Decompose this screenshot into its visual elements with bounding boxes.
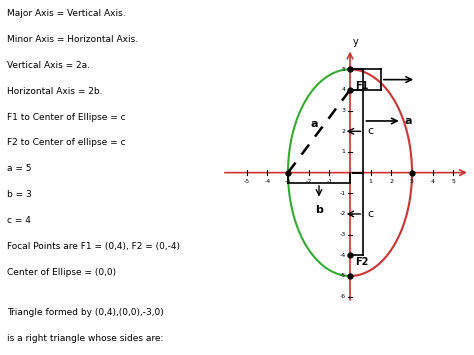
Text: F2 to Center of ellipse = c: F2 to Center of ellipse = c bbox=[7, 138, 126, 147]
Text: 2: 2 bbox=[341, 129, 346, 134]
Text: c: c bbox=[367, 209, 373, 219]
Text: Focal Points are F1 = (0,4), F2 = (0,-4): Focal Points are F1 = (0,4), F2 = (0,-4) bbox=[7, 242, 180, 251]
Text: y: y bbox=[353, 37, 358, 47]
Text: b: b bbox=[315, 205, 323, 215]
Text: c: c bbox=[367, 126, 373, 136]
Text: Major Axis = Vertical Axis.: Major Axis = Vertical Axis. bbox=[7, 9, 126, 18]
Text: 1: 1 bbox=[369, 179, 373, 184]
Text: is a right triangle whose sides are:: is a right triangle whose sides are: bbox=[7, 334, 163, 343]
Text: Triangle formed by (0,4),(0,0),-3,0): Triangle formed by (0,4),(0,0),-3,0) bbox=[7, 308, 164, 317]
Text: 4: 4 bbox=[431, 179, 435, 184]
Text: 5: 5 bbox=[451, 179, 455, 184]
Text: Minor Axis = Horizontal Axis.: Minor Axis = Horizontal Axis. bbox=[7, 35, 138, 44]
Text: F1: F1 bbox=[355, 81, 369, 91]
Text: -4: -4 bbox=[339, 253, 346, 258]
Text: -3: -3 bbox=[285, 179, 291, 184]
Text: 5: 5 bbox=[342, 67, 346, 72]
Text: F1 to Center of Ellipse = c: F1 to Center of Ellipse = c bbox=[7, 113, 126, 121]
Text: b = 3: b = 3 bbox=[7, 190, 32, 199]
Text: a: a bbox=[311, 119, 318, 129]
Text: -4: -4 bbox=[264, 179, 271, 184]
Text: c = 4: c = 4 bbox=[7, 216, 31, 225]
Text: 3: 3 bbox=[410, 179, 414, 184]
Text: -5: -5 bbox=[244, 179, 250, 184]
Text: a: a bbox=[405, 116, 412, 126]
Text: F2: F2 bbox=[355, 257, 369, 267]
Text: -1: -1 bbox=[339, 191, 346, 196]
Text: Vertical Axis = 2a.: Vertical Axis = 2a. bbox=[7, 61, 90, 70]
Text: 3: 3 bbox=[341, 108, 346, 113]
Text: -3: -3 bbox=[339, 232, 346, 237]
Text: 2: 2 bbox=[389, 179, 393, 184]
Text: 1: 1 bbox=[342, 149, 346, 154]
Text: Center of Ellipse = (0,0): Center of Ellipse = (0,0) bbox=[7, 268, 116, 277]
Text: -6: -6 bbox=[339, 294, 346, 299]
Text: -5: -5 bbox=[339, 273, 346, 278]
Text: a = 5: a = 5 bbox=[7, 164, 31, 173]
Text: Horizontal Axis = 2b.: Horizontal Axis = 2b. bbox=[7, 87, 102, 95]
Text: 4: 4 bbox=[341, 87, 346, 92]
Text: -2: -2 bbox=[306, 179, 312, 184]
Text: -2: -2 bbox=[339, 212, 346, 217]
Text: -1: -1 bbox=[326, 179, 332, 184]
